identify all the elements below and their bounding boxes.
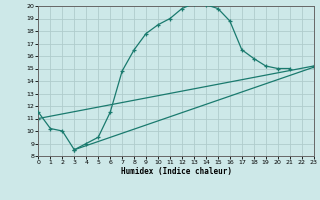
X-axis label: Humidex (Indice chaleur): Humidex (Indice chaleur) [121, 167, 231, 176]
